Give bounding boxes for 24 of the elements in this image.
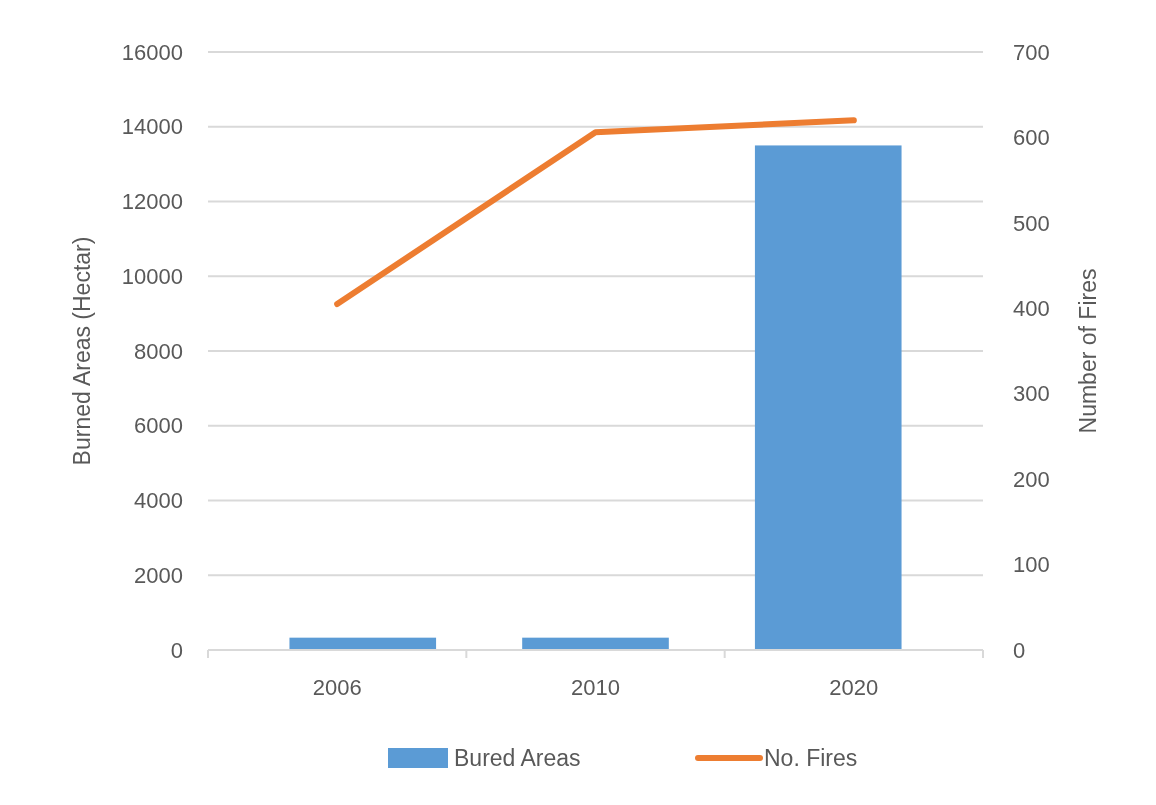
y-tick-label: 0 [170,637,183,663]
y-axis-title: Burned Areas (Hectar) [69,236,95,466]
y2-tick-label: 100 [1013,552,1050,578]
y-tick-label: 8000 [134,338,183,364]
legend-label: Bured Areas [454,745,581,772]
y2-tick-label: 600 [1013,125,1050,151]
y-tick-label: 4000 [134,488,183,514]
y-tick-label: 12000 [121,189,183,215]
y2-axis-title: Number of Fires [1075,268,1101,434]
y2-tick-label: 400 [1013,295,1050,321]
y2-tick-label: 300 [1013,381,1050,407]
x-tick-label: 2010 [571,675,620,700]
x-tick-label: 2020 [829,675,879,700]
y2-tick-label: 0 [1013,637,1026,663]
x-tick-label: 2006 [312,675,362,700]
y2-tick-label: 200 [1013,466,1050,492]
legend-label: No. Fires [764,745,858,772]
y2-tick-label: 500 [1013,210,1050,236]
y-tick-label: 2000 [134,562,183,588]
y-tick-label: 6000 [134,413,183,439]
y-tick-label: 10000 [121,263,183,289]
y-tick-label: 14000 [121,114,183,140]
y-tick-label: 16000 [121,39,183,65]
y2-tick-label: 700 [1013,39,1050,65]
